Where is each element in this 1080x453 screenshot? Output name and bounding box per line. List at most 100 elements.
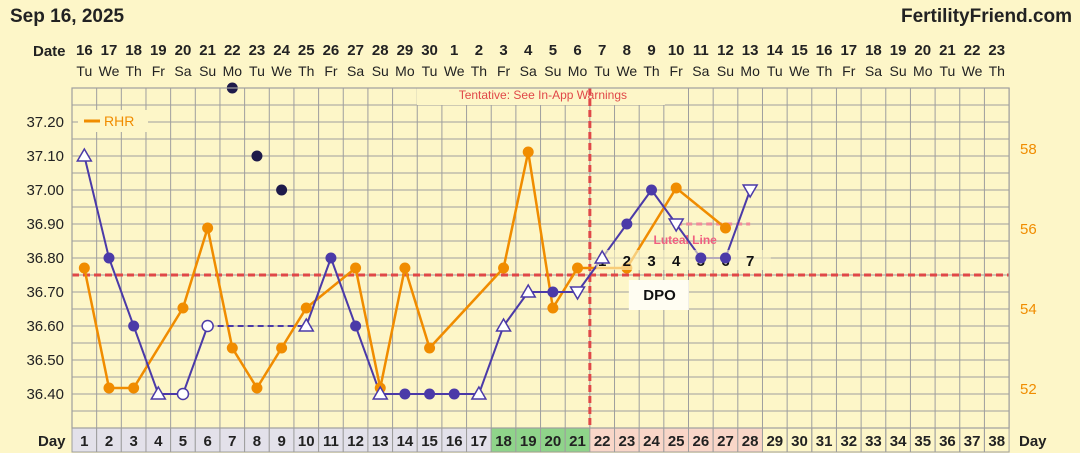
weekday-label: Sa [692,63,709,79]
weekday-label: Fr [670,63,684,79]
temp-tick-label: 36.60 [26,318,64,335]
cycle-day-label: 28 [742,433,759,450]
date-label: 24 [273,42,290,59]
date-label: 16 [816,42,833,59]
date-label: 7 [598,42,606,59]
weekday-label: Su [717,63,734,79]
temp-point-triangle-up [297,317,315,332]
date-label: 27 [347,42,364,59]
temp-tick-label: 36.80 [26,250,64,267]
temp-point [399,388,411,400]
weekday-label: Tu [767,63,783,79]
cycle-day-label: 30 [791,433,808,450]
cycle-day-label: 6 [203,433,211,450]
date-label: 5 [549,42,557,59]
temp-series-segment [477,325,505,395]
day-cell-bg [219,427,246,453]
temp-point-triangle-up [495,317,512,332]
day-cell-bg [293,427,320,453]
brand-label[interactable]: FertilityFriend.com [901,6,1072,27]
weekday-label: Sa [865,63,882,79]
weekday-label: Tu [422,63,438,79]
weekday-label: Th [298,63,314,79]
temp-point [646,184,658,196]
cycle-day-label: 17 [471,433,488,450]
temp-point [350,320,362,332]
day-cell-bg [466,427,492,453]
date-label: 1 [450,42,458,59]
date-label: 21 [199,42,216,59]
weekday-label: We [99,63,120,79]
temp-point [325,252,337,264]
date-label: 20 [175,42,192,59]
cycle-day-label: 2 [105,433,113,450]
cycle-day-label: 1 [80,433,88,450]
dpo-label: DPO [643,287,676,304]
date-label: 9 [647,42,655,59]
cycle-day-label: 11 [323,433,339,450]
date-label: 22 [224,42,241,59]
cycle-day-label: 23 [619,433,636,450]
dpo-number: 7 [746,253,754,270]
temp-series-segment [724,189,752,259]
cycle-day-label: 18 [495,433,512,450]
temp-series-segment [132,325,160,395]
cycle-day-label: 25 [668,433,685,450]
date-label: 3 [499,42,507,59]
weekday-label: Su [890,63,907,79]
weekday-label: Fr [324,63,338,79]
day-cell-bg [268,427,295,453]
weekday-label: Th [816,63,832,79]
weekday-label: Tu [249,63,265,79]
date-label: 4 [524,42,533,59]
cycle-day-label: 37 [964,433,981,450]
rhr-series-line [83,151,727,391]
day-cell-bg [367,427,394,453]
temp-series-segment [305,257,332,327]
day-cell-bg [540,427,566,453]
date-label: 12 [717,42,734,59]
weekday-label: Su [372,63,389,79]
weekday-label: Th [643,63,659,79]
date-label: 17 [840,42,857,59]
temp-tick-label: 36.40 [26,386,64,403]
weekday-label: We [962,63,983,79]
weekday-label: Th [989,63,1005,79]
weekday-label: Mo [395,63,415,79]
rhr-point [78,262,90,274]
temp-point [621,218,633,230]
weekday-label: We [444,63,465,79]
rhr-point [572,262,584,274]
legend-bg [78,110,148,132]
temp-tick-label: 37.00 [26,182,64,199]
cycle-day-label: 26 [692,433,709,450]
weekday-label: Sa [520,63,537,79]
temp-series-segment [83,155,110,259]
date-label: 20 [914,42,931,59]
temp-point-triangle-up [593,249,611,264]
tentative-note: Tentative: See In-App Warnings [459,88,627,102]
legend-rhr-label: RHR [104,113,134,129]
date-label: 15 [791,42,808,59]
weekday-label: Fr [497,63,511,79]
cycle-day-label: 32 [840,433,857,450]
date-label: 19 [890,42,907,59]
date-label: 10 [668,42,685,59]
date-label: 2 [475,42,483,59]
rhr-point [547,302,559,314]
day-cell-bg [515,427,542,453]
dpo-label-bg [628,280,689,310]
cycle-day-label: 12 [347,433,364,450]
rhr-tick-label: 52 [1020,381,1037,398]
chart-date-title: Sep 16, 2025 [10,6,125,27]
date-label: 18 [865,42,882,59]
cycle-day-label: 31 [816,433,833,450]
cycle-day-label: 14 [397,433,414,450]
weekday-label: Mo [568,63,588,79]
day-cell-bg [96,427,122,453]
weekday-label: Tu [76,63,92,79]
day-cell-bg [342,427,369,453]
day-cell-bg [712,427,739,453]
